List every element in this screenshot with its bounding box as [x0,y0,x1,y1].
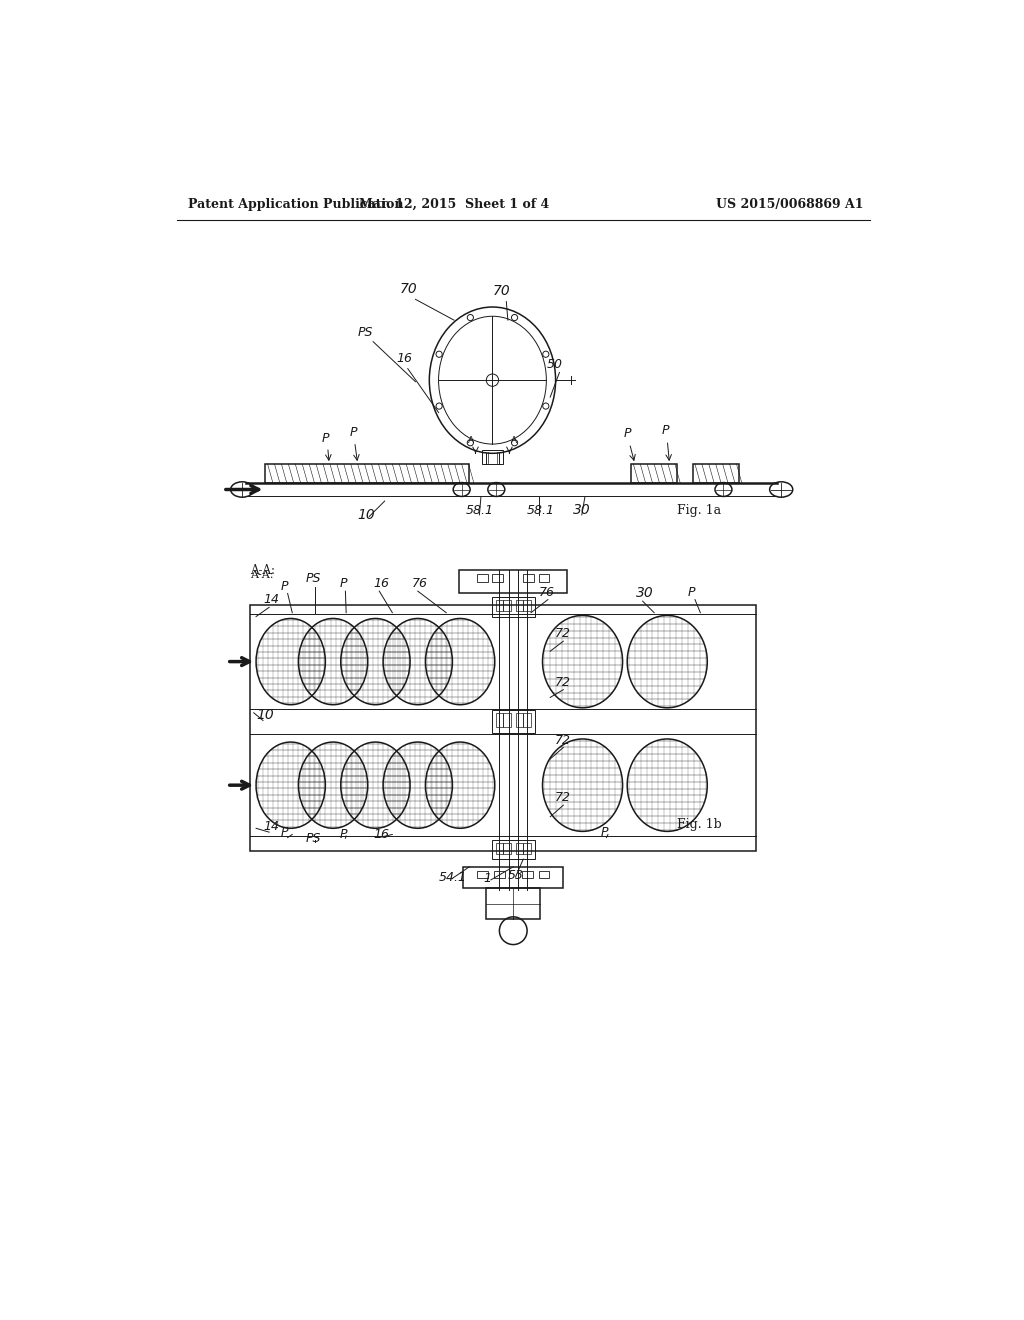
Bar [523,843,531,854]
Text: 53: 53 [508,869,524,882]
Bar [265,465,469,483]
Bar [492,710,535,733]
Bar [692,465,739,483]
Text: Fig. 1b: Fig. 1b [677,818,722,832]
Bar [631,465,677,483]
Text: 16: 16 [374,828,390,841]
Text: Fig. 1a: Fig. 1a [677,504,721,517]
Text: PS: PS [357,326,373,338]
Bar [460,570,567,594]
Text: A-A:: A-A: [250,570,273,579]
Text: PS: PS [306,832,322,845]
Text: 1: 1 [483,873,492,886]
Text: 30: 30 [573,503,591,517]
Text: P: P [688,586,695,599]
Bar [492,597,535,616]
Text: 16: 16 [396,352,413,366]
Text: 54.1: 54.1 [438,871,467,883]
Bar [250,605,756,851]
Text: 16: 16 [374,577,390,590]
Bar [481,450,503,465]
Text: 58.1: 58.1 [466,504,494,517]
Text: P: P [662,424,670,437]
Bar [521,871,532,878]
Text: P: P [624,428,631,440]
Bar [515,601,523,611]
Bar [463,867,563,888]
Text: P: P [322,432,329,445]
Bar [503,601,511,611]
Text: Patent Application Publication: Patent Application Publication [188,198,403,211]
Text: 14: 14 [264,594,280,606]
Text: 70: 70 [400,282,418,296]
Bar [523,713,531,727]
Bar [515,843,523,854]
Bar [503,713,511,727]
Text: A-A:: A-A: [250,564,274,577]
Text: P: P [340,828,347,841]
Text: 72: 72 [555,734,570,747]
Text: A: A [511,436,517,445]
Bar [477,871,487,878]
Bar [503,843,511,854]
Text: P: P [281,826,288,840]
Text: 72: 72 [555,676,570,689]
Bar [539,574,550,582]
Text: 10: 10 [256,708,273,722]
Bar [493,574,503,582]
Bar [496,601,503,611]
Text: 10: 10 [357,508,376,521]
Text: A: A [468,436,474,445]
Text: 76: 76 [412,577,428,590]
Text: 30: 30 [637,586,654,601]
Text: US 2015/0068869 A1: US 2015/0068869 A1 [716,198,863,211]
Text: P: P [600,826,608,840]
Bar [539,871,550,878]
Text: PS: PS [306,572,322,585]
Text: Mar. 12, 2015  Sheet 1 of 4: Mar. 12, 2015 Sheet 1 of 4 [358,198,549,211]
Bar [477,574,487,582]
Bar [523,574,535,582]
Bar [494,871,505,878]
Bar [486,888,541,919]
Text: P: P [350,425,357,438]
Bar [523,601,531,611]
Text: 72: 72 [555,792,570,804]
Bar [496,843,503,854]
Bar [492,840,535,859]
Text: 70: 70 [493,285,510,298]
Bar [496,713,503,727]
Text: 50: 50 [547,358,562,371]
Text: 72: 72 [555,627,570,640]
Text: P: P [281,579,288,593]
Text: P: P [340,577,347,590]
Text: 58.1: 58.1 [527,504,555,517]
Text: 14: 14 [264,820,280,833]
Text: 76: 76 [539,586,555,599]
Bar [515,713,523,727]
